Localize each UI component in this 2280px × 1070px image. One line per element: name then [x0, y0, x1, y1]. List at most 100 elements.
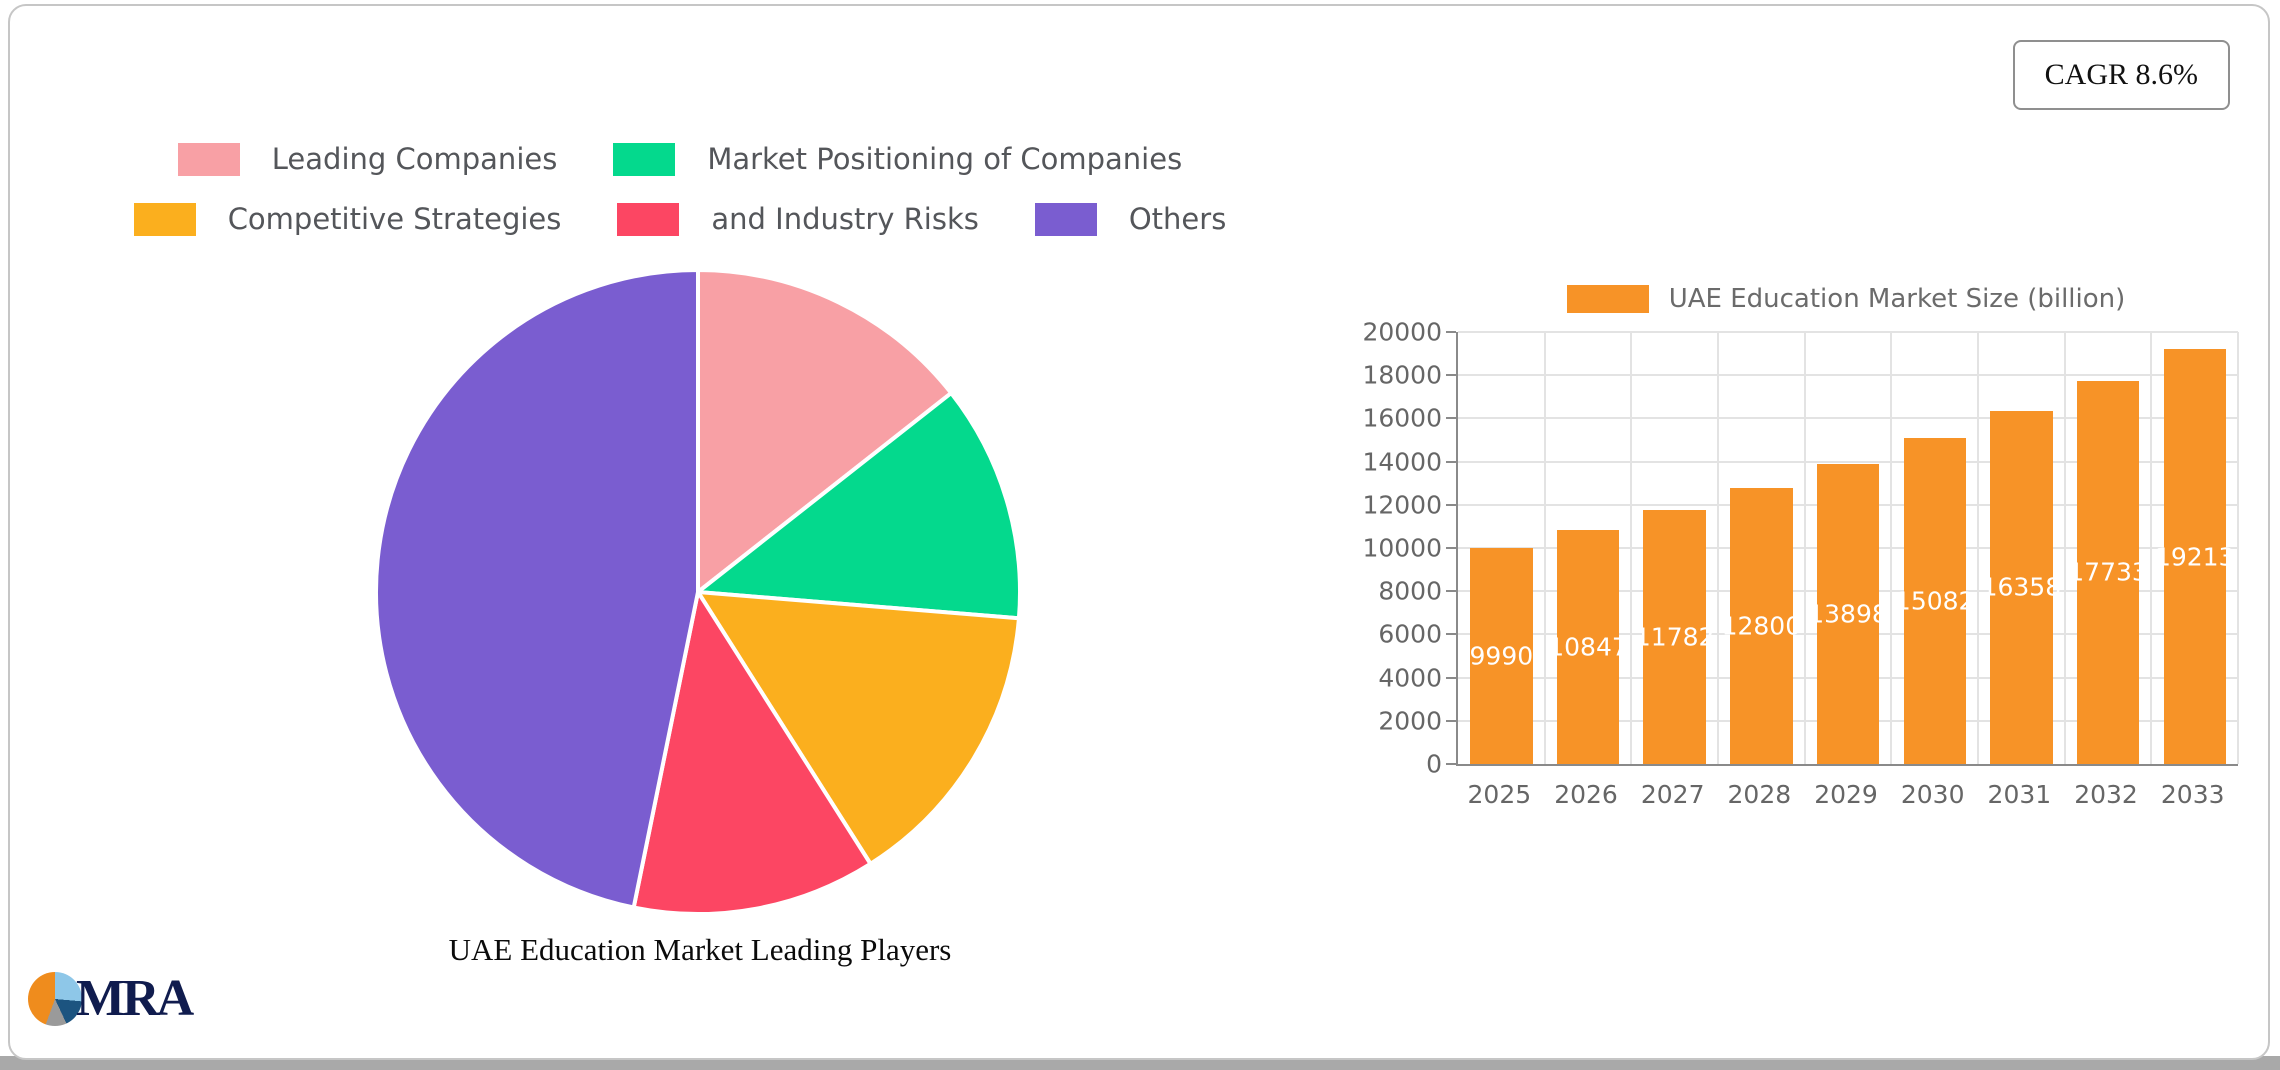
- report-card: CAGR 8.6% Leading Companies Market Positi…: [8, 4, 2270, 1060]
- y-axis-label: 18000: [1362, 360, 1442, 390]
- legend-swatch: [133, 202, 196, 236]
- y-axis-tick: [1446, 633, 1456, 636]
- bar-value-label: 17733: [2068, 557, 2148, 587]
- bar-column: 9990: [1458, 332, 1545, 764]
- bar-2031: 16358: [1982, 410, 2061, 764]
- legend-swatch: [1034, 202, 1097, 236]
- x-axis-label: 2032: [2074, 780, 2138, 809]
- y-axis-tick: [1446, 719, 1456, 722]
- pie-slice-2: [696, 590, 1021, 866]
- pie-slice-1: [696, 391, 1022, 621]
- bar-value-label: 15082: [1894, 586, 1975, 616]
- pie-slice-0: [696, 268, 954, 594]
- bar-2028: 12800: [1722, 487, 1801, 764]
- y-axis-label: 12000: [1362, 490, 1442, 520]
- x-axis-label: 2025: [1467, 780, 1532, 809]
- x-gridline: [2237, 332, 2239, 764]
- legend-item-label: Market Positioning of Companies: [707, 142, 1183, 176]
- y-axis-tick: [1446, 374, 1456, 377]
- bar-2030: 15082: [1895, 438, 1974, 764]
- legend-item-label: Competitive Strategies: [227, 202, 562, 236]
- bar-2029: 13898: [1808, 463, 1888, 764]
- legend-item-label: Others: [1128, 202, 1227, 236]
- x-gridline: [1976, 332, 1979, 764]
- x-axis-label: 2026: [1554, 780, 1618, 809]
- legend-item: Others: [1034, 202, 1227, 236]
- legend-item: Leading Companies: [177, 142, 558, 176]
- bar-column: 11782: [1631, 332, 1718, 764]
- y-axis-tick: [1446, 417, 1456, 420]
- bar-2032: 17733: [2068, 380, 2148, 764]
- legend-item-label: and Industry Risks: [711, 202, 979, 236]
- bar-value-label: 16358: [1981, 572, 2062, 602]
- bar-value-label: 9990: [1469, 641, 1534, 671]
- y-axis-tick: [1446, 676, 1456, 679]
- mra-logo-pie-icon: [28, 972, 82, 1026]
- x-axis-label: 2033: [2160, 780, 2225, 809]
- y-axis-label: 6000: [1378, 619, 1442, 649]
- bar-2026: 10847: [1548, 529, 1628, 764]
- bar-column: 15082: [1891, 332, 1978, 764]
- y-axis-tick: [1446, 547, 1456, 549]
- y-axis-label: 2000: [1378, 706, 1442, 736]
- bar-legend-label: UAE Education Market Size (billion): [1668, 284, 2126, 314]
- legend-swatch: [617, 202, 680, 236]
- x-gridline: [1630, 332, 1633, 764]
- y-gridline: [1458, 374, 2238, 377]
- x-axis-label: 2028: [1727, 780, 1792, 809]
- bar-x-axis-labels: 2025 2026 2027 2028 2029 2030 2031 2032 2033: [1456, 780, 2236, 809]
- bar-value-label: 13898: [1808, 599, 1888, 629]
- bar-value-label: 11782: [1634, 622, 1715, 652]
- x-axis-label: 2027: [1640, 780, 1705, 809]
- bar-legend-swatch: [1566, 285, 1649, 313]
- x-axis-label: 2031: [1987, 780, 2052, 809]
- legend-row: Leading Companies Market Positioning of C…: [90, 142, 1270, 176]
- y-axis-tick: [1446, 460, 1456, 463]
- y-axis-tick: [1446, 590, 1456, 593]
- pie-chart-title: UAE Education Market Leading Players: [448, 932, 952, 967]
- bar-column: 12800: [1718, 332, 1805, 764]
- pie-slice-3: [631, 590, 873, 916]
- y-axis-tick: [1446, 503, 1456, 506]
- bar-value-label: 10847: [1548, 632, 1628, 662]
- cagr-badge: CAGR 8.6%: [2012, 40, 2230, 110]
- bar-plot-area: 0 2000 4000 6000 8000 10000 12000 14000 16000 180…: [1362, 318, 2239, 779]
- x-axis-label: 2030: [1900, 780, 1965, 809]
- legend-item-label: Leading Companies: [271, 142, 558, 176]
- y-axis-label: 0: [1426, 749, 1442, 779]
- mra-logo: MRA: [28, 970, 194, 1027]
- x-gridline: [1716, 332, 1719, 764]
- x-gridline: [1890, 332, 1893, 764]
- legend-item: Market Positioning of Companies: [613, 142, 1182, 176]
- bar-chart: UAE Education Market Size (billion) 0 200…: [1346, 282, 2246, 809]
- bar-2033: 19213: [2155, 349, 2234, 764]
- x-gridline: [1803, 332, 1806, 764]
- legend-swatch: [177, 142, 240, 176]
- bar-2025: 9990: [1469, 548, 1534, 764]
- x-gridline: [2063, 332, 2066, 764]
- pie-slice-4: [374, 268, 700, 910]
- mra-logo-text: MRA: [76, 970, 194, 1027]
- bars-container: 9990 10847 11782 12800 13898 15082 16358 17733 1…: [1458, 332, 2238, 764]
- pie-legend: Leading Companies Market Positioning of C…: [90, 142, 1270, 262]
- y-gridline: [1458, 460, 2238, 463]
- bar-value-label: 19213: [2154, 542, 2235, 571]
- pie-svg: [374, 268, 1022, 916]
- bar-2027: 11782: [1635, 509, 1714, 764]
- y-axis-label: 14000: [1362, 447, 1442, 477]
- bar-column: 16358: [1978, 332, 2065, 764]
- bar-column: 17733: [2065, 332, 2152, 764]
- legend-row: Competitive Strategies and Industry Risks…: [90, 202, 1270, 236]
- legend-swatch: [613, 142, 676, 176]
- legend-item: Competitive Strategies: [133, 202, 562, 236]
- legend-item: and Industry Risks: [617, 202, 979, 236]
- y-axis-tick: [1446, 763, 1456, 765]
- y-axis-label: 4000: [1378, 663, 1442, 693]
- pie-chart: [368, 262, 1028, 922]
- y-axis-label: 8000: [1378, 576, 1442, 606]
- bar-column: 19213: [2151, 332, 2238, 764]
- bar-column: 13898: [1805, 332, 1892, 764]
- bar-column: 10847: [1545, 332, 1632, 764]
- y-gridline: [1458, 417, 2238, 420]
- y-gridline: [1458, 331, 2238, 333]
